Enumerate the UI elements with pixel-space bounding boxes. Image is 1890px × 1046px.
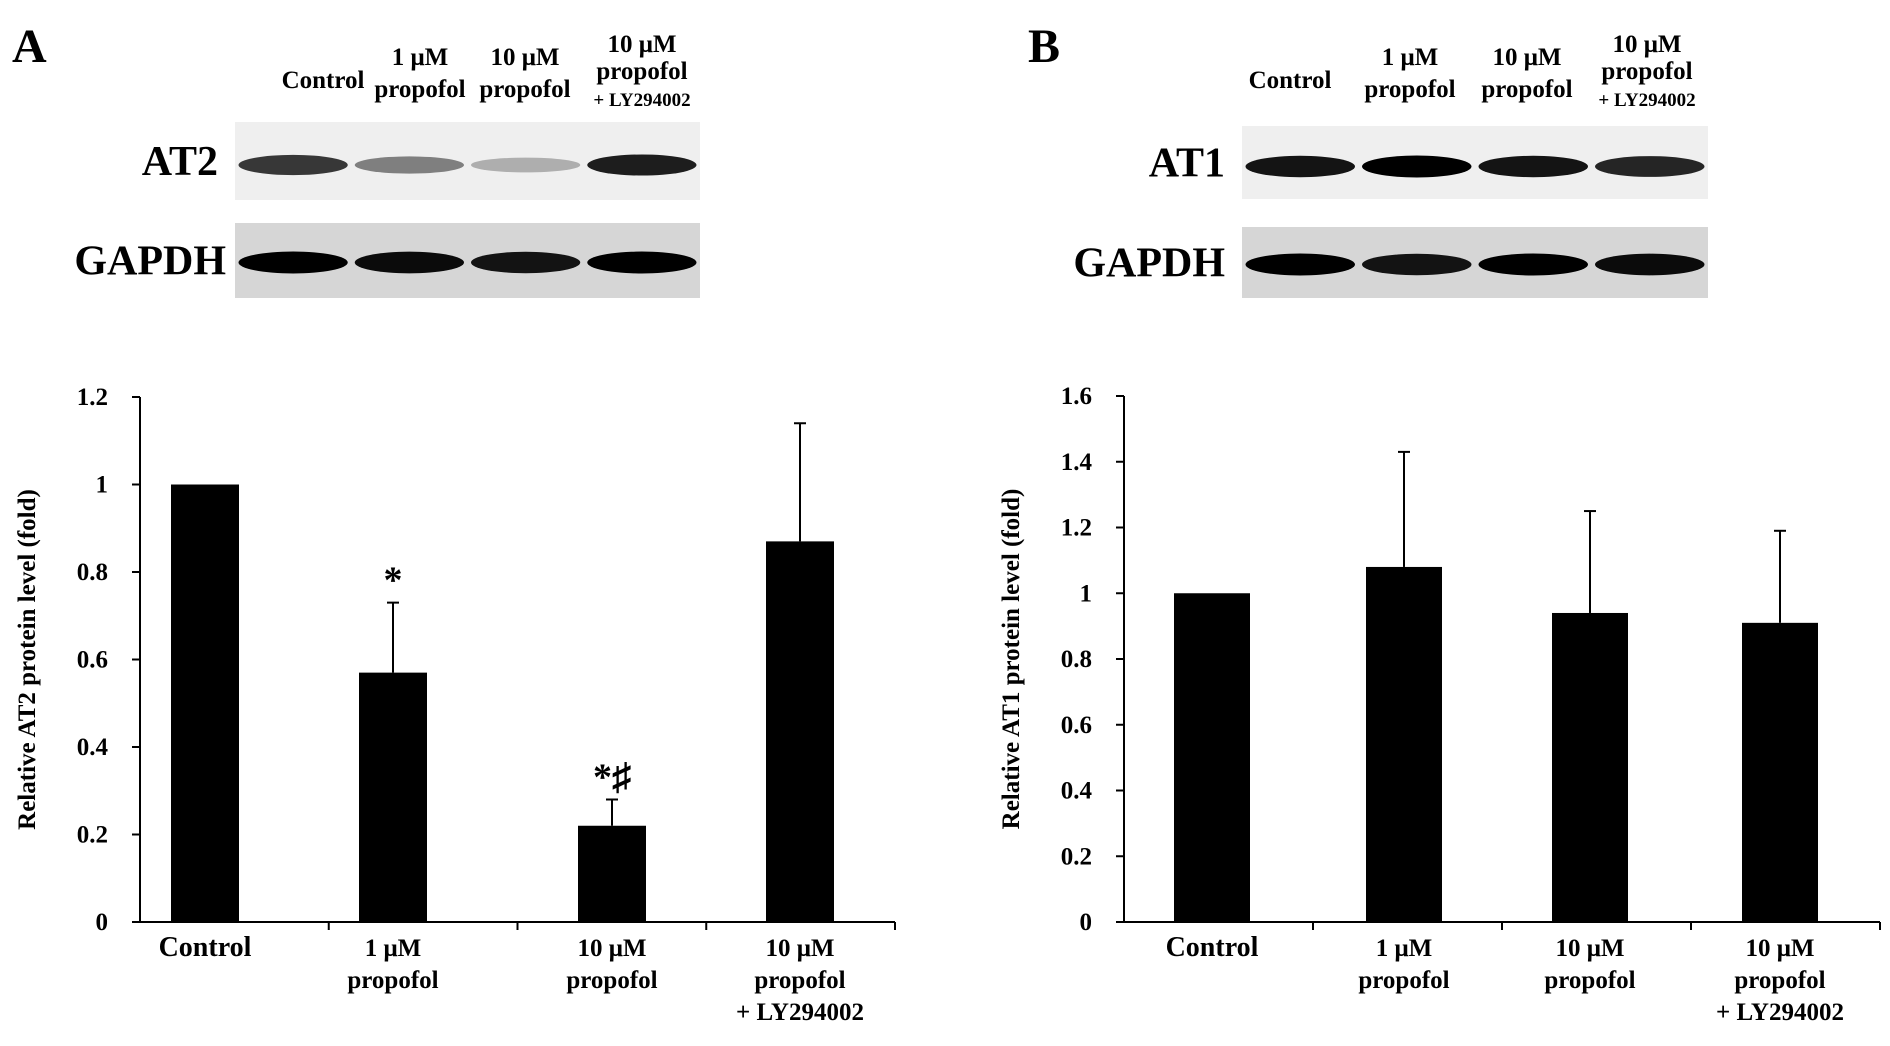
x-tick-label: + LY294002 <box>736 999 864 1026</box>
blot-row-label: AT1 <box>1149 141 1225 187</box>
y-tick-label: 0 <box>96 909 109 936</box>
blot-lane-label: propofol <box>1481 76 1572 103</box>
blot-band <box>1478 155 1589 178</box>
blot-band <box>1594 253 1705 276</box>
y-tick-label: 0.4 <box>1061 778 1093 805</box>
y-tick-label: 0.2 <box>1061 843 1092 870</box>
bar <box>766 541 834 922</box>
bar <box>171 484 239 922</box>
y-tick-label: 0.2 <box>77 822 108 849</box>
x-tick-label: 10 μM <box>577 935 646 962</box>
x-tick-label: 1 μM <box>365 935 422 962</box>
blot-lane-label: propofol <box>374 76 465 103</box>
panel-letter: B <box>1028 20 1060 73</box>
blot-lane-label: 10 μM <box>607 31 676 58</box>
blot-band <box>1361 253 1472 276</box>
blot-lane-label: 10 μM <box>1492 44 1561 71</box>
blot-band <box>1361 155 1472 178</box>
y-tick-label: 0.8 <box>77 559 108 586</box>
blot-band <box>1245 253 1356 276</box>
bar <box>578 825 646 922</box>
blot-band <box>238 251 348 274</box>
x-tick-label: propofol <box>347 967 438 994</box>
blot-lane-label: Control <box>282 67 365 94</box>
y-tick-label: 1.4 <box>1061 449 1093 476</box>
blot-row-label: AT2 <box>142 139 218 185</box>
y-tick-label: 0.8 <box>1061 646 1092 673</box>
x-tick-label: Control <box>1166 932 1259 963</box>
x-tick-label: propofol <box>1544 967 1635 994</box>
blot-band <box>238 154 348 176</box>
y-tick-label: 0 <box>1080 909 1093 936</box>
x-tick-label: 1 μM <box>1376 935 1433 962</box>
bar <box>1174 593 1250 922</box>
blot-band <box>354 156 465 174</box>
y-tick-label: 0.6 <box>1061 712 1092 739</box>
blot-band <box>587 251 697 274</box>
blot-band <box>354 251 465 274</box>
blot-lane-label: propofol <box>1601 58 1692 85</box>
blot-lane-label: + LY294002 <box>1598 90 1695 111</box>
significance-marker: *♯ <box>593 757 631 799</box>
x-tick-label: propofol <box>754 967 845 994</box>
blot-lane-label: + LY294002 <box>593 90 690 111</box>
significance-marker: * <box>384 560 403 602</box>
y-axis-title: Relative AT2 protein level (fold) <box>14 489 41 830</box>
y-tick-label: 1.2 <box>77 384 108 411</box>
x-tick-label: 10 μM <box>1555 935 1624 962</box>
y-tick-label: 0.6 <box>77 647 108 674</box>
bar <box>359 672 427 922</box>
blot-band <box>1594 156 1705 177</box>
blot-lane-label: 1 μM <box>392 44 449 71</box>
y-tick-label: 1 <box>96 472 109 499</box>
x-tick-label: 10 μM <box>765 935 834 962</box>
y-axis-title: Relative AT1 protein level (fold) <box>998 489 1025 830</box>
x-tick-label: propofol <box>1358 967 1449 994</box>
blot-band <box>587 154 697 176</box>
blot-row-label: GAPDH <box>74 239 226 285</box>
bar <box>1366 566 1442 922</box>
blot-band <box>470 157 581 173</box>
blot-lane-label: propofol <box>596 58 687 85</box>
x-tick-label: 10 μM <box>1745 935 1814 962</box>
bar <box>1742 622 1818 922</box>
y-tick-label: 1.2 <box>1061 515 1092 542</box>
blot-row-label: GAPDH <box>1073 241 1225 287</box>
y-tick-label: 1.6 <box>1061 383 1092 410</box>
x-tick-label: + LY294002 <box>1716 999 1844 1026</box>
blot-lane-label: 10 μM <box>490 44 559 71</box>
y-tick-label: 1 <box>1080 580 1093 607</box>
blot-lane-label: Control <box>1249 67 1332 94</box>
blot-lane-label: propofol <box>1364 76 1455 103</box>
panel-letter: A <box>12 20 47 73</box>
x-tick-label: propofol <box>1734 967 1825 994</box>
blot-band <box>470 251 581 274</box>
x-tick-label: Control <box>159 932 252 963</box>
blot-lane-label: 10 μM <box>1612 31 1681 58</box>
x-tick-label: propofol <box>566 967 657 994</box>
blot-band <box>1478 253 1589 276</box>
y-tick-label: 0.4 <box>77 734 109 761</box>
blot-lane-label: 1 μM <box>1382 44 1439 71</box>
blot-lane-label: propofol <box>479 76 570 103</box>
blot-band <box>1245 155 1356 178</box>
bar <box>1552 612 1628 922</box>
